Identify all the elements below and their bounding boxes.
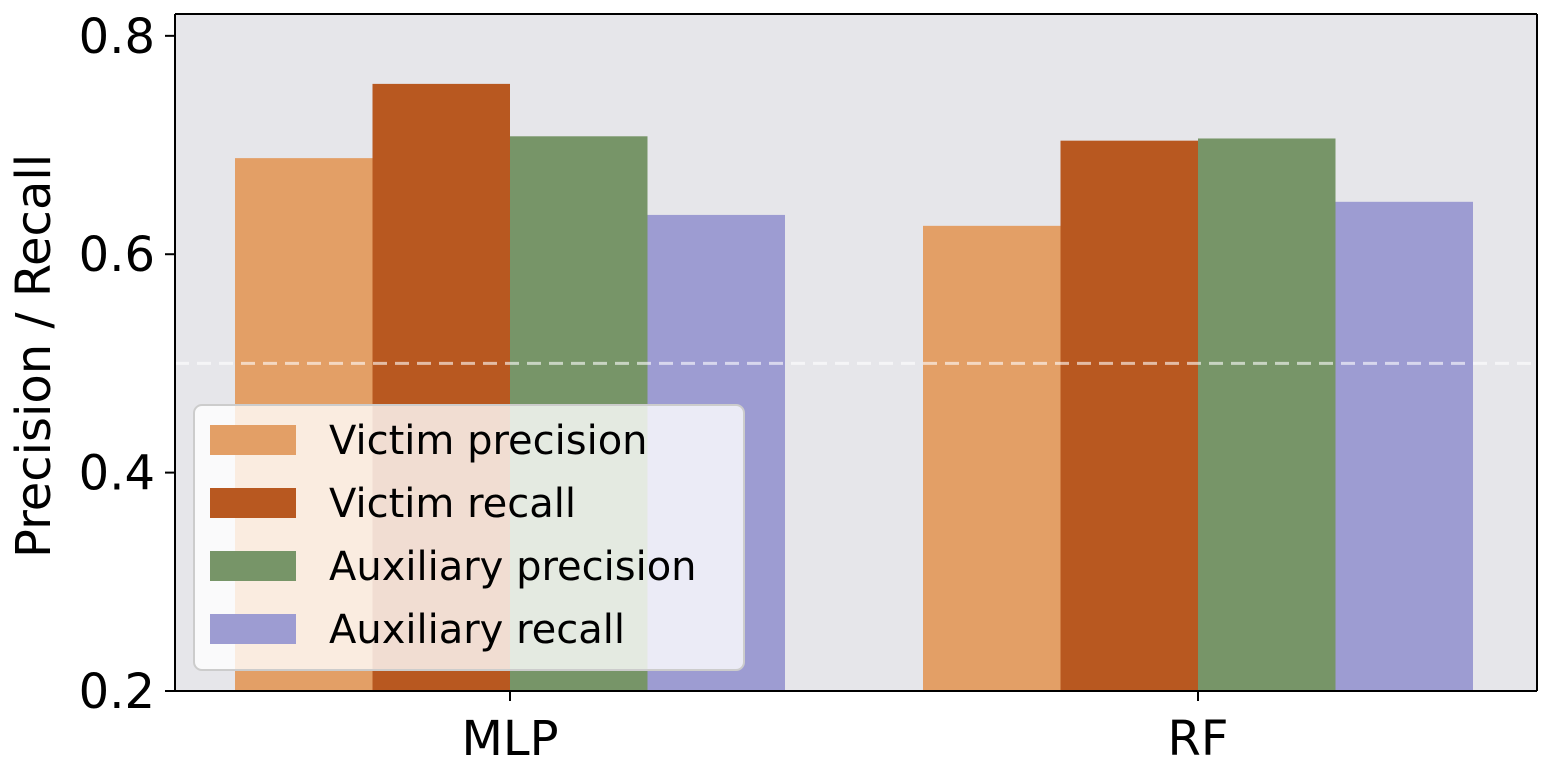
legend-label: Auxiliary recall [329, 607, 625, 653]
y-axis-title: Precision / Recall [6, 154, 62, 558]
x-ticks-group: MLP RF [461, 691, 1228, 760]
legend-swatch [210, 551, 296, 581]
y-tick-label: 0.2 [79, 664, 155, 720]
legend-swatch [210, 425, 296, 455]
legend-box [193, 404, 745, 671]
x-tick-label-rf: RF [1168, 711, 1229, 760]
legend: Victim precision Victim recall Auxiliary p… [193, 404, 745, 671]
bar-rf-auxiliary-precision [1198, 138, 1336, 691]
legend-label: Auxiliary precision [329, 544, 697, 590]
legend-swatch [210, 488, 296, 518]
legend-swatch [210, 614, 296, 644]
legend-items: Victim precision Victim recall Auxiliary p… [210, 418, 697, 653]
bar-rf-auxiliary-recall [1335, 201, 1473, 691]
bar-rf-victim-recall [1060, 140, 1198, 691]
y-tick-label: 0.6 [79, 227, 155, 283]
x-tick-label-mlp: MLP [461, 711, 558, 760]
y-ticks-group: 0.2 0.4 0.6 0.8 [79, 9, 175, 720]
legend-label: Victim recall [329, 481, 576, 527]
y-tick-label: 0.4 [79, 446, 155, 502]
bar-rf-victim-precision [923, 225, 1061, 691]
legend-label: Victim precision [329, 418, 648, 464]
y-tick-label: 0.8 [79, 9, 155, 65]
